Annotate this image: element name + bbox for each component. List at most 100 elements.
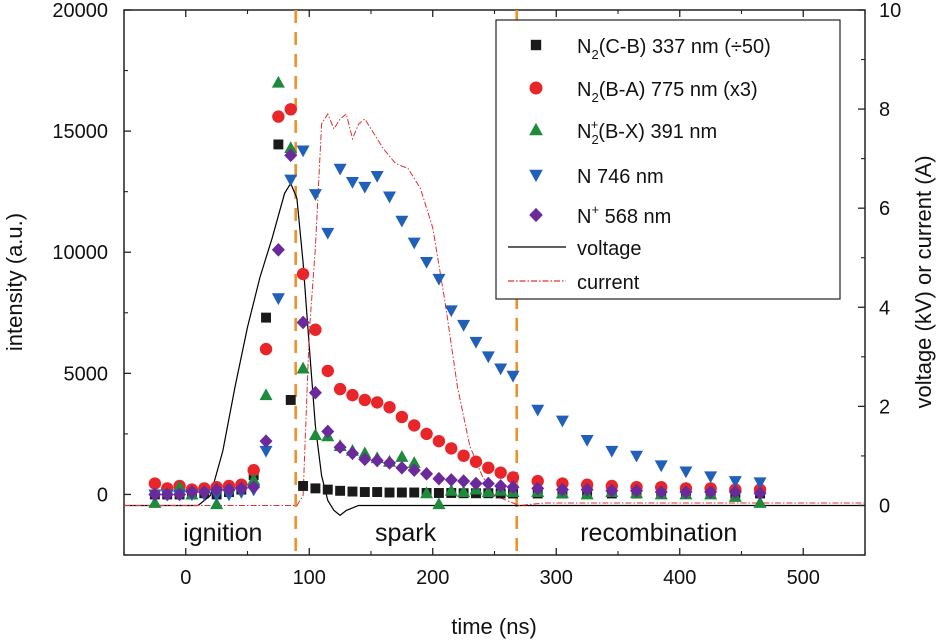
data-point	[383, 456, 397, 470]
data-point	[296, 267, 310, 281]
data-point	[395, 450, 409, 462]
y-axis-title: intensity (a.u.)	[2, 213, 27, 351]
data-point	[383, 191, 397, 204]
data-point	[259, 388, 273, 401]
y2-tick-label: 0	[879, 495, 890, 517]
phase-label: spark	[375, 519, 437, 547]
data-point	[531, 481, 545, 496]
data-point	[296, 315, 310, 330]
legend-swatch	[529, 122, 543, 136]
data-point	[444, 473, 458, 487]
data-point	[384, 487, 395, 498]
data-point	[396, 487, 407, 498]
data-point	[148, 496, 162, 508]
data-point	[259, 445, 273, 458]
data-point	[605, 483, 619, 498]
x-tick-label: 500	[787, 567, 820, 589]
data-point	[506, 480, 520, 494]
data-point	[494, 466, 507, 479]
marker-series	[148, 75, 767, 510]
data-point	[298, 481, 309, 491]
data-point	[432, 434, 446, 448]
data-point	[482, 461, 495, 474]
legend-swatch	[529, 81, 543, 95]
data-point	[580, 482, 594, 497]
y2-tick-label: 8	[879, 99, 890, 121]
data-point	[308, 189, 322, 201]
data-point	[753, 496, 767, 508]
data-point	[481, 485, 495, 497]
legend-label: current	[577, 272, 640, 294]
data-point	[321, 364, 334, 378]
data-point	[271, 242, 285, 257]
data-point	[409, 487, 420, 498]
data-point	[605, 445, 619, 458]
data-point	[273, 139, 284, 150]
data-point	[372, 487, 383, 497]
data-point	[358, 452, 372, 467]
y-tick-label: 20000	[52, 0, 108, 22]
legend-swatch	[529, 169, 543, 183]
data-point	[358, 446, 372, 459]
data-point	[296, 361, 310, 374]
data-point	[296, 145, 310, 158]
data-point	[494, 363, 508, 376]
legend-label: N2(B-A) 775 nm (x3)	[577, 79, 758, 105]
x-tick-label: 0	[180, 567, 191, 589]
data-point	[185, 485, 199, 499]
data-point	[333, 163, 347, 176]
data-point	[580, 434, 594, 447]
data-point	[407, 237, 421, 250]
data-point	[284, 148, 298, 163]
data-point	[395, 410, 409, 424]
data-point	[420, 427, 433, 441]
data-point	[432, 497, 446, 510]
data-point	[359, 487, 370, 497]
data-point	[284, 103, 297, 116]
data-point	[173, 487, 187, 502]
data-point	[259, 342, 273, 356]
data-point	[210, 497, 224, 510]
data-point	[148, 477, 162, 490]
data-point	[457, 474, 471, 488]
y2-tick-label: 10	[879, 0, 901, 22]
data-point	[148, 487, 162, 502]
data-point	[197, 485, 211, 499]
data-point	[370, 396, 384, 409]
data-point	[308, 385, 322, 400]
y-tick-label: 15000	[52, 121, 108, 143]
data-point	[444, 305, 458, 318]
data-point	[728, 485, 742, 499]
data-point	[433, 488, 444, 498]
data-point	[407, 456, 421, 468]
data-point	[506, 370, 520, 383]
data-point	[432, 273, 446, 286]
data-point	[346, 388, 359, 402]
data-point	[284, 141, 298, 154]
phase-label: ignition	[183, 519, 262, 547]
y2-tick-label: 6	[879, 198, 890, 220]
data-point	[284, 174, 298, 187]
data-point	[322, 484, 333, 495]
data-point	[309, 323, 322, 336]
data-point	[753, 486, 767, 501]
data-point	[654, 460, 668, 473]
data-point	[555, 415, 569, 428]
data-point	[506, 471, 520, 484]
data-point	[370, 170, 384, 183]
legend-swatch	[530, 39, 542, 51]
data-point	[271, 293, 285, 306]
x-tick-label: 400	[663, 567, 696, 589]
legend: N2(C-B) 337 nm (÷50) N2(B-A) 775 nm (x3) N…	[495, 19, 841, 300]
phase-labels: ignition spark recombination	[183, 519, 737, 547]
data-point	[333, 382, 347, 396]
legend-box	[495, 19, 841, 300]
data-point	[457, 485, 471, 497]
data-point	[445, 442, 458, 455]
series-line-voltage	[124, 182, 865, 517]
data-point	[457, 449, 470, 462]
data-point	[630, 450, 644, 463]
data-point	[654, 485, 668, 499]
data-point	[271, 75, 285, 88]
data-point	[345, 177, 359, 189]
